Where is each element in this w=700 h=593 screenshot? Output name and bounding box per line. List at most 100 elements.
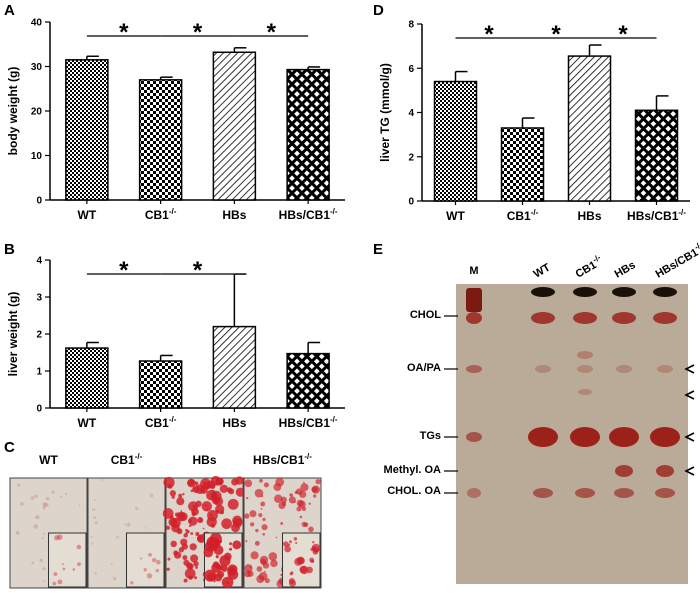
lipid-droplet	[275, 536, 278, 539]
lipid-droplet-inset	[151, 557, 157, 563]
histology-label: CB1-/-	[111, 452, 143, 467]
x-tick-label-sup: -/-	[169, 415, 177, 424]
lipid-droplet	[262, 517, 266, 522]
chol-band	[653, 312, 677, 324]
lipid-droplet	[227, 498, 239, 510]
chol-band	[573, 312, 597, 324]
significance-star: *	[119, 257, 129, 284]
y-tick-label: 40	[31, 18, 43, 29]
lipid-droplet-inset	[212, 539, 221, 548]
lipid-droplet	[112, 576, 117, 581]
histology-label-main: CB1	[111, 453, 135, 467]
lipid-droplet	[260, 501, 266, 507]
lipid-droplet	[275, 477, 285, 487]
y-tick-label: 20	[31, 107, 43, 118]
x-tick-label-main: WT	[78, 416, 97, 430]
lipid-droplet	[289, 493, 292, 496]
histology-label-main: HBs	[192, 453, 216, 467]
tg-band	[650, 427, 680, 447]
lane-label-sup: -/-	[693, 240, 700, 252]
tg-band	[466, 432, 482, 442]
lipid-droplet	[116, 535, 119, 539]
lipid-droplet-inset	[214, 573, 223, 582]
histology-label: HBs/CB1-/-	[253, 452, 312, 467]
x-tick-label-sup: -/-	[531, 208, 539, 217]
lipid-droplet	[303, 522, 309, 528]
lipid-droplet	[195, 566, 198, 569]
lipid-droplet	[202, 481, 206, 485]
y-axis-label: liver TG (mmol/g)	[378, 63, 392, 162]
lipid-droplet	[180, 538, 188, 546]
lipid-droplet	[262, 532, 266, 536]
x-tick-label-main: CB1	[507, 209, 531, 223]
bar-hbs	[212, 325, 257, 409]
lipid-droplet-inset	[54, 535, 60, 541]
origin-spot	[653, 287, 677, 297]
x-tick-label: CB1-/-	[145, 207, 177, 222]
lipid-droplet	[90, 542, 94, 545]
lipid-droplet-inset	[282, 541, 289, 547]
bar-hbs-cb1	[286, 352, 330, 409]
x-tick-label-sup: -/-	[330, 415, 338, 424]
lane-label: HBs	[613, 259, 638, 280]
lipid-droplet	[190, 532, 194, 535]
lipid-droplet	[232, 517, 243, 528]
lipid-droplet	[162, 508, 174, 519]
lipid-droplet	[293, 501, 296, 503]
bar-wt	[65, 59, 109, 201]
lipid-droplet	[42, 502, 47, 508]
chol-oa-band	[575, 488, 595, 498]
oa-pa-band	[535, 365, 551, 373]
y-tick-label: 4	[408, 108, 414, 119]
tlc-panel: M WT CB1-/-HBs HBs/CB1-/-CHOLOA/PATGsMethyl…	[384, 240, 700, 584]
lipid-droplet	[183, 533, 188, 538]
y-tick-label: 30	[31, 62, 43, 73]
lipid-droplet	[211, 496, 220, 505]
lipid-droplet	[201, 501, 212, 512]
histology-inset	[48, 532, 87, 588]
bar-hbs	[567, 55, 612, 202]
lipid-droplet	[263, 482, 269, 488]
lipid-droplet	[188, 575, 193, 580]
lipid-droplet-inset	[203, 547, 214, 558]
lipid-droplet	[244, 479, 253, 488]
lipid-droplet-inset	[284, 545, 291, 553]
chol-oa-band	[467, 488, 481, 498]
lipid-droplet	[92, 508, 96, 512]
x-tick-label: HBs/CB1-/-	[279, 415, 338, 430]
lipid-droplet-inset	[146, 573, 153, 579]
significance-star: *	[193, 257, 203, 284]
lipid-droplet	[166, 567, 170, 571]
lipid-droplet-inset	[215, 565, 219, 569]
lipid-droplet	[245, 540, 248, 543]
lipid-droplet	[45, 496, 50, 501]
lipid-droplet	[178, 493, 183, 498]
x-tick-label: HBs	[577, 209, 601, 223]
lipid-droplet	[264, 570, 266, 573]
lipid-droplet	[280, 522, 284, 525]
lipid-droplet	[194, 576, 198, 580]
lipid-droplet	[168, 517, 178, 527]
lipid-droplet	[123, 523, 126, 525]
lipid-droplet	[169, 490, 176, 497]
lipid-droplet	[215, 509, 219, 514]
lipid-droplet	[178, 512, 188, 522]
lipid-droplet	[197, 535, 204, 542]
arrow-icon	[684, 432, 695, 442]
lipid-droplet	[259, 478, 263, 483]
lipid-droplet-inset	[217, 564, 224, 571]
x-tick-label-main: HBs	[222, 416, 246, 430]
y-tick-label: 1	[36, 367, 42, 378]
lipid-droplet	[35, 515, 40, 520]
lipid-droplet	[15, 530, 20, 535]
lipid-droplet	[296, 506, 302, 512]
methyl-oa-band	[656, 465, 674, 477]
significance-star: *	[618, 21, 628, 48]
x-tick-label-main: CB1	[145, 208, 169, 222]
y-tick-label: 2	[36, 330, 42, 341]
lipid-droplet	[301, 506, 307, 512]
lipid-droplet-inset	[57, 579, 63, 585]
lipid-droplet	[250, 522, 255, 527]
